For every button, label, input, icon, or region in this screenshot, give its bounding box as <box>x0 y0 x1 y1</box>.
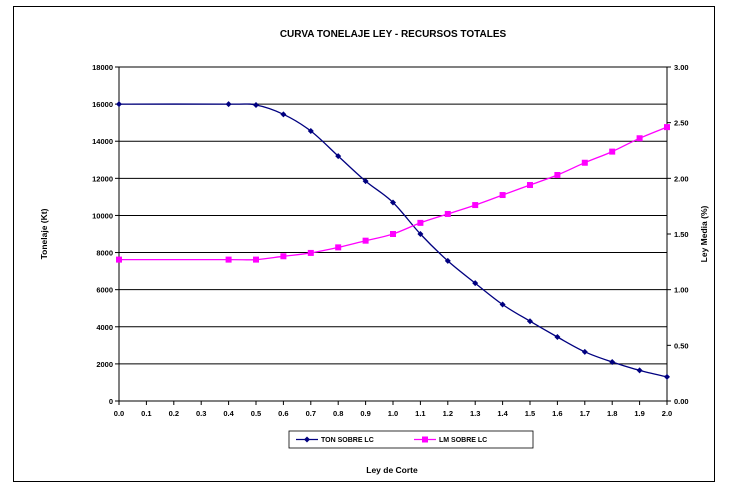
x-tick-label: 2.0 <box>662 409 672 418</box>
data-point-square <box>609 148 616 155</box>
data-point-square <box>444 210 451 217</box>
x-tick-label: 1.8 <box>607 409 617 418</box>
data-point-square <box>390 231 396 237</box>
y2-axis-ticks: 0.00 0.50 1.00 1.50 2.00 2.50 3.00 <box>667 63 689 406</box>
y-tick-label: 12000 <box>92 174 113 183</box>
legend-marker-lm <box>422 436 428 443</box>
data-point-square <box>362 237 369 244</box>
x-tick-label: 0.6 <box>278 409 288 418</box>
data-point-diamond <box>253 102 259 109</box>
series-layer <box>116 101 670 380</box>
y2-tick-label: 1.00 <box>674 286 689 295</box>
data-point-square <box>225 256 232 263</box>
data-point-diamond <box>527 318 533 325</box>
y2-tick-label: 2.00 <box>674 174 689 183</box>
y-tick-label: 2000 <box>96 360 113 369</box>
y-tick-label: 14000 <box>92 137 113 146</box>
chart-frame: CURVA TONELAJE LEY - RECURSOS TOTALES 0.… <box>13 6 715 482</box>
x-tick-label: 1.1 <box>415 409 425 418</box>
data-point-diamond <box>499 301 506 308</box>
x-tick-label: 1.3 <box>470 409 480 418</box>
data-point-square <box>335 244 342 251</box>
data-point-diamond <box>444 257 451 264</box>
x-tick-label: 0.4 <box>223 409 234 418</box>
x-axis-title: Ley de Corte <box>366 465 418 475</box>
x-tick-label: 0.8 <box>333 409 343 418</box>
y-tick-label: 0 <box>109 397 113 406</box>
y2-axis-title: Ley Media (%) <box>699 205 709 262</box>
legend-box <box>288 430 534 449</box>
x-tick-label: 0.5 <box>251 409 261 418</box>
legend-label-lm: LM SOBRE LC <box>439 437 487 444</box>
data-point-diamond <box>581 348 588 355</box>
data-point-square <box>307 249 314 256</box>
data-point-diamond <box>636 367 643 374</box>
y-tick-label: 10000 <box>92 211 113 220</box>
gridlines <box>119 66 667 365</box>
chart-svg: CURVA TONELAJE LEY - RECURSOS TOTALES 0.… <box>39 29 709 475</box>
y2-tick-label: 3.00 <box>674 63 689 72</box>
data-point-diamond <box>472 280 479 287</box>
data-point-diamond <box>225 101 232 108</box>
legend-label-ton: TON SOBRE LC <box>321 437 374 444</box>
y-axis-ticks: 0 2000 4000 6000 8000 10000 12000 14000 16000 180… <box>92 63 119 406</box>
x-tick-label: 1.2 <box>443 409 453 418</box>
data-point-square <box>554 171 561 178</box>
data-point-square <box>581 159 588 166</box>
data-point-square <box>417 219 424 226</box>
x-tick-label: 0.7 <box>306 409 316 418</box>
data-point-square <box>499 192 506 199</box>
x-tick-label: 0.3 <box>196 409 206 418</box>
data-point-diamond <box>664 373 670 380</box>
data-point-diamond <box>554 333 561 340</box>
data-point-diamond <box>116 101 122 108</box>
data-point-square <box>664 124 670 131</box>
x-tick-label: 0.1 <box>141 409 151 418</box>
x-tick-label: 0.9 <box>360 409 370 418</box>
data-point-square <box>527 182 533 189</box>
x-tick-label: 1.5 <box>525 409 535 418</box>
x-tick-label: 1.6 <box>552 409 562 418</box>
y-tick-label: 6000 <box>96 286 113 295</box>
x-tick-label: 0.0 <box>114 409 124 418</box>
y-axis-title: Tonelaje (Kt) <box>39 208 49 259</box>
y2-tick-label: 1.50 <box>674 230 689 239</box>
data-point-square <box>636 135 643 142</box>
legend-marker-ton <box>304 436 310 443</box>
y2-tick-label: 0.50 <box>674 341 689 350</box>
data-point-square <box>253 256 259 263</box>
data-point-diamond <box>307 128 314 135</box>
data-point-diamond <box>417 231 424 237</box>
y-tick-label: 16000 <box>92 100 113 109</box>
data-point-square <box>280 253 287 260</box>
x-axis-ticks: 0.0 0.1 0.2 0.3 0.4 0.5 0.6 0.7 0.8 0.9 1.0 1.1 1.2 1… <box>114 401 672 418</box>
y-tick-label: 18000 <box>92 63 113 72</box>
x-tick-label: 1.4 <box>497 409 508 418</box>
x-tick-label: 0.2 <box>169 409 179 418</box>
data-point-diamond <box>280 111 287 118</box>
y2-tick-label: 0.00 <box>674 397 689 406</box>
x-tick-label: 1.0 <box>388 409 398 418</box>
y2-tick-label: 2.50 <box>674 119 689 128</box>
data-point-diamond <box>390 199 396 206</box>
data-point-diamond <box>609 359 616 366</box>
data-point-square <box>472 202 479 209</box>
x-tick-label: 1.7 <box>580 409 590 418</box>
legend: TON SOBRE LC LM SOBRE LC <box>288 430 534 449</box>
chart-title: CURVA TONELAJE LEY - RECURSOS TOTALES <box>280 29 507 40</box>
data-point-diamond <box>335 153 342 160</box>
y-tick-label: 8000 <box>96 249 113 258</box>
x-tick-label: 1.9 <box>634 409 644 418</box>
data-point-diamond <box>362 178 369 185</box>
y-tick-label: 4000 <box>96 323 113 332</box>
data-point-square <box>116 256 122 263</box>
